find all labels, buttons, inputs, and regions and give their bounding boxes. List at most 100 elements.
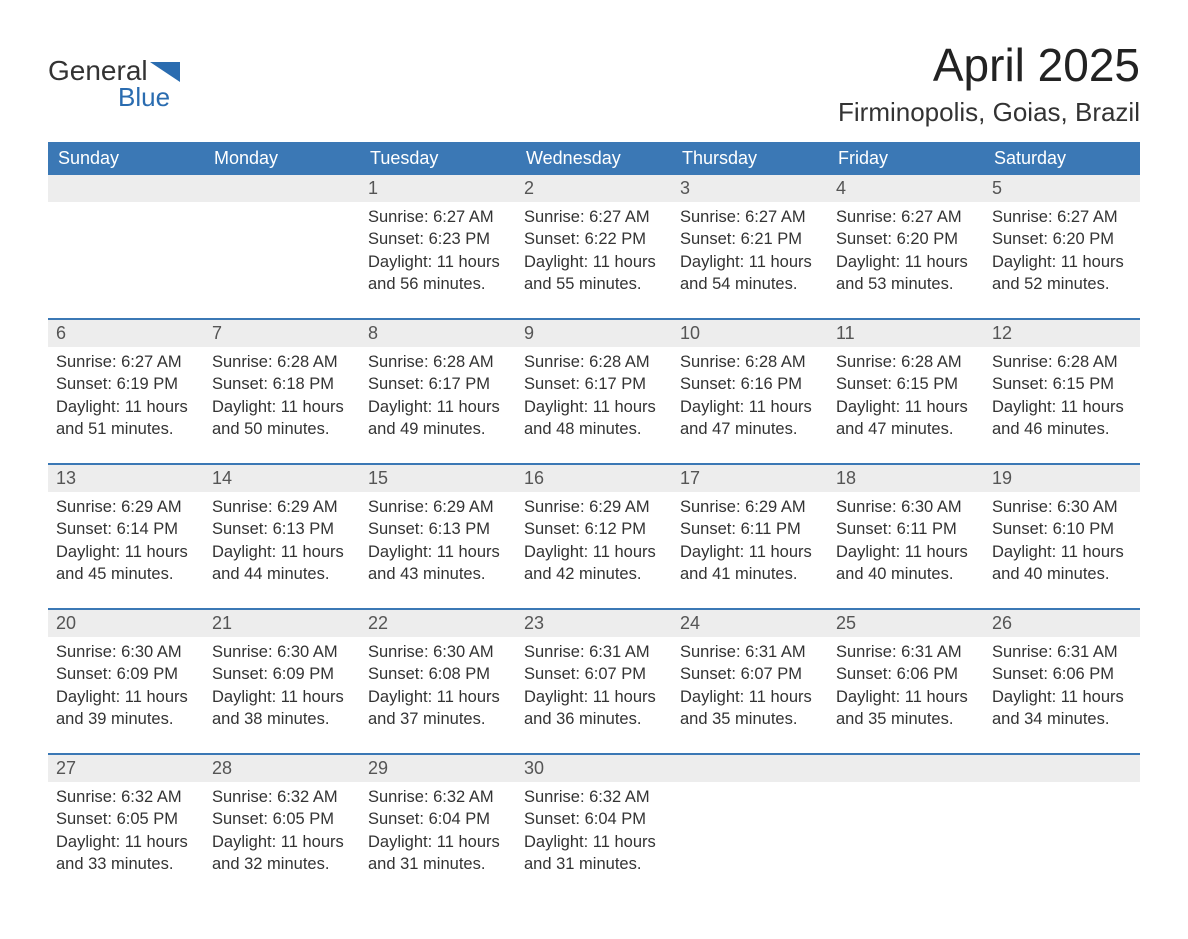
date-number: 21 [204,610,360,638]
sunrise-label: Sunrise: [836,643,897,661]
daylight-line: Daylight: 11 hours and 39 minutes. [56,686,196,731]
date-number: 19 [984,465,1140,493]
sunset-value: 6:17 PM [429,375,490,393]
day-details: Sunrise: 6:30 AMSunset: 6:09 PMDaylight:… [48,637,204,734]
sunset-value: 6:11 PM [897,520,957,538]
daylight-line: Daylight: 11 hours and 47 minutes. [680,396,820,441]
daylight-label: Daylight: [524,688,588,706]
sunrise-label: Sunrise: [524,208,585,226]
day-details: Sunrise: 6:28 AMSunset: 6:17 PMDaylight:… [360,347,516,444]
sunrise-line: Sunrise: 6:29 AM [524,496,664,518]
month-title: April 2025 [838,40,1140,91]
sunrise-label: Sunrise: [524,643,585,661]
day-details: Sunrise: 6:27 AMSunset: 6:20 PMDaylight:… [984,202,1140,299]
sunset-label: Sunset: [992,665,1048,683]
sunset-value: 6:06 PM [897,665,958,683]
sunrise-label: Sunrise: [992,353,1053,371]
daylight-line: Daylight: 11 hours and 31 minutes. [524,831,664,876]
sunset-label: Sunset: [212,375,268,393]
sunrise-value: 6:29 AM [589,498,650,516]
date-number: 5 [984,175,1140,203]
calendar-cell [672,755,828,899]
daylight-label: Daylight: [680,398,744,416]
sunrise-value: 6:28 AM [1057,353,1118,371]
sunset-value: 6:11 PM [741,520,801,538]
day-details: Sunrise: 6:27 AMSunset: 6:23 PMDaylight:… [360,202,516,299]
daylight-label: Daylight: [524,253,588,271]
sunset-value: 6:21 PM [741,230,802,248]
sunset-value: 6:18 PM [273,375,334,393]
calendar-cell: 17Sunrise: 6:29 AMSunset: 6:11 PMDayligh… [672,465,828,609]
sunset-value: 6:04 PM [585,810,646,828]
sunset-value: 6:10 PM [1053,520,1114,538]
sunset-label: Sunset: [992,375,1048,393]
sunrise-line: Sunrise: 6:27 AM [836,206,976,228]
sunrise-label: Sunrise: [368,643,429,661]
sunset-label: Sunset: [56,665,112,683]
daylight-label: Daylight: [992,688,1056,706]
sunrise-value: 6:29 AM [277,498,338,516]
daylight-line: Daylight: 11 hours and 54 minutes. [680,251,820,296]
calendar-cell: 3Sunrise: 6:27 AMSunset: 6:21 PMDaylight… [672,175,828,319]
calendar-cell: 25Sunrise: 6:31 AMSunset: 6:06 PMDayligh… [828,610,984,754]
sunset-label: Sunset: [524,810,580,828]
calendar-cell: 26Sunrise: 6:31 AMSunset: 6:06 PMDayligh… [984,610,1140,754]
daylight-label: Daylight: [56,398,120,416]
sunset-line: Sunset: 6:06 PM [836,663,976,685]
daylight-label: Daylight: [992,253,1056,271]
sunset-line: Sunset: 6:08 PM [368,663,508,685]
sunrise-value: 6:28 AM [901,353,962,371]
daylight-line: Daylight: 11 hours and 41 minutes. [680,541,820,586]
date-number: 16 [516,465,672,493]
daylight-label: Daylight: [368,253,432,271]
day-details: Sunrise: 6:31 AMSunset: 6:06 PMDaylight:… [984,637,1140,734]
daylight-line: Daylight: 11 hours and 36 minutes. [524,686,664,731]
page: General Blue April 2025 Firminopolis, Go… [0,0,1188,939]
sunset-value: 6:05 PM [273,810,334,828]
date-number: 24 [672,610,828,638]
sunrise-line: Sunrise: 6:28 AM [836,351,976,373]
daylight-line: Daylight: 11 hours and 35 minutes. [680,686,820,731]
daylight-label: Daylight: [56,688,120,706]
sunrise-value: 6:28 AM [277,353,338,371]
daylight-line: Daylight: 11 hours and 40 minutes. [836,541,976,586]
calendar-cell: 14Sunrise: 6:29 AMSunset: 6:13 PMDayligh… [204,465,360,609]
day-details: Sunrise: 6:30 AMSunset: 6:09 PMDaylight:… [204,637,360,734]
sunset-value: 6:04 PM [429,810,490,828]
date-number: 26 [984,610,1140,638]
daylight-label: Daylight: [680,543,744,561]
sunrise-label: Sunrise: [212,498,273,516]
sunset-label: Sunset: [524,520,580,538]
day-details: Sunrise: 6:28 AMSunset: 6:16 PMDaylight:… [672,347,828,444]
daylight-label: Daylight: [680,253,744,271]
sunrise-label: Sunrise: [680,498,741,516]
sunrise-line: Sunrise: 6:30 AM [992,496,1132,518]
sunrise-value: 6:30 AM [277,643,338,661]
sunrise-label: Sunrise: [992,208,1053,226]
date-number: 25 [828,610,984,638]
calendar-cell: 13Sunrise: 6:29 AMSunset: 6:14 PMDayligh… [48,465,204,609]
sunrise-label: Sunrise: [368,498,429,516]
sunrise-value: 6:27 AM [901,208,962,226]
date-number: 12 [984,320,1140,348]
sunrise-label: Sunrise: [56,353,117,371]
sunset-line: Sunset: 6:15 PM [992,373,1132,395]
sunrise-label: Sunrise: [524,353,585,371]
sunset-line: Sunset: 6:04 PM [368,808,508,830]
sunrise-line: Sunrise: 6:30 AM [56,641,196,663]
daylight-label: Daylight: [56,543,120,561]
sunset-label: Sunset: [524,375,580,393]
sunset-label: Sunset: [836,375,892,393]
sunset-value: 6:05 PM [117,810,178,828]
day-details: Sunrise: 6:32 AMSunset: 6:05 PMDaylight:… [48,782,204,879]
sunset-line: Sunset: 6:18 PM [212,373,352,395]
daylight-line: Daylight: 11 hours and 56 minutes. [368,251,508,296]
sunset-value: 6:06 PM [1053,665,1114,683]
sunset-label: Sunset: [992,520,1048,538]
day-details: Sunrise: 6:29 AMSunset: 6:13 PMDaylight:… [204,492,360,589]
daylight-line: Daylight: 11 hours and 40 minutes. [992,541,1132,586]
date-number: 20 [48,610,204,638]
sunset-line: Sunset: 6:23 PM [368,228,508,250]
sunset-label: Sunset: [368,375,424,393]
date-number: 14 [204,465,360,493]
